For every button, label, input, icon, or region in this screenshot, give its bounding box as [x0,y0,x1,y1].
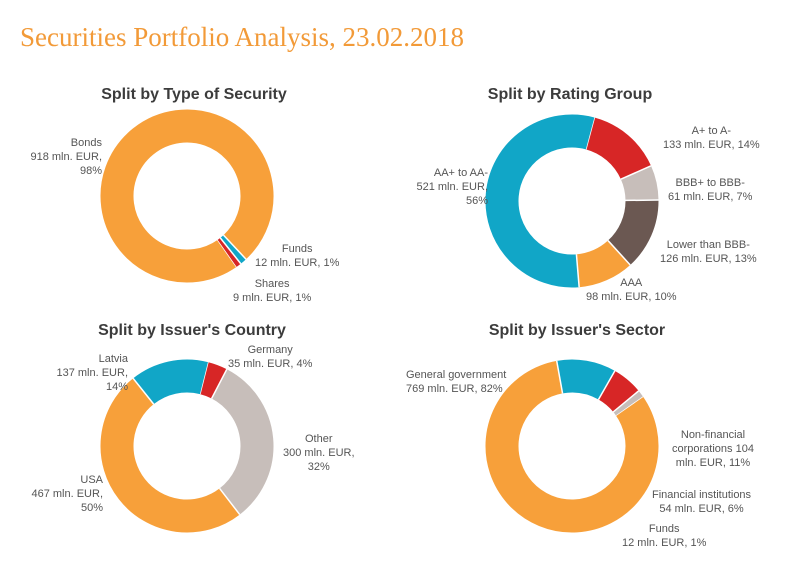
slice-separator [210,368,228,399]
slice-non-financial [556,359,615,400]
label-bonds: Bonds 918 mln. EUR, 98% [30,137,102,177]
slice-separator [607,240,631,266]
label-other: Other 300 mln. EUR, 32% [283,433,355,473]
slice-bonds [100,109,274,283]
label-funds: Funds 12 mln. EUR, 1% [255,243,340,269]
slice-separator [222,234,247,260]
label-usa: USA 467 mln. EUR, 50% [31,474,103,514]
label-aa: AA+ to AA- 521 mln. EUR, 56% [416,167,488,207]
slice-separator [620,165,652,180]
page-title: Securities Portfolio Analysis, 23.02.201… [20,22,464,52]
label-germany: Germany 35 mln. EUR, 4% [228,344,313,370]
slice-separator [555,360,564,394]
slice-separator [612,390,640,413]
slice-bbb-to-bbb [620,165,659,202]
slice-a-to-a [585,117,652,180]
slice-aaa [575,240,631,288]
label-shares: Shares 9 mln. EUR, 1% [233,278,312,304]
donut-issuer-country [100,359,274,533]
slice-separator [575,254,580,288]
chart-type-of-security: Split by Type of Security Bonds 918 mln.… [0,86,400,326]
donut-issuer-sector [485,359,659,533]
slice-funds [220,234,247,264]
slice-funds [613,390,643,416]
label-financial-institutions: Financial institutions 54 mln. EUR, 6% [652,489,752,515]
slice-general-government [485,360,659,533]
label-a-plus: A+ to A- 133 mln. EUR, 14% [663,125,760,151]
slice-lower-than-bbb [607,199,659,265]
chart-title: Split by Issuer's Sector [488,322,666,339]
label-lower-bbb: Lower than BBB- 126 mln. EUR, 13% [660,239,757,265]
slice-separator [597,370,616,400]
label-latvia: Latvia 137 mln. EUR, 14% [56,353,128,393]
slice-separator [219,237,242,265]
slice-separator [219,487,241,516]
label-aaa: AAA 98 mln. EUR, 10% [586,277,677,303]
label-general-government: General government 769 mln. EUR, 82% [406,369,507,395]
chart-issuer-sector: Split by Issuer's Sector General governm… [400,322,800,562]
label-non-financial: Non-financial corporations 104 mln. EUR,… [672,429,754,469]
slice-usa [100,378,240,533]
slice-latvia [133,359,208,405]
slice-other [211,369,274,515]
label-funds: Funds 12 mln. EUR, 1% [622,523,707,549]
chart-title: Split by Rating Group [487,86,653,103]
slice-separator [132,377,155,405]
donut-rating-group [485,114,659,288]
donut-type-of-security [100,109,274,283]
chart-title: Split by Issuer's Country [98,322,286,339]
chart-rating-group: Split by Rating Group A+ to A- 133 mln. … [400,86,800,326]
chart-issuer-country: Split by Issuer's Country Germany 35 mln… [0,322,400,562]
label-bbb: BBB+ to BBB- 61 mln. EUR, 7% [668,177,753,203]
chart-title: Split by Type of Security [101,86,287,103]
slice-financial-institutions [597,370,639,413]
slice-germany [199,362,227,399]
slice-aa-to-aa [485,114,595,288]
